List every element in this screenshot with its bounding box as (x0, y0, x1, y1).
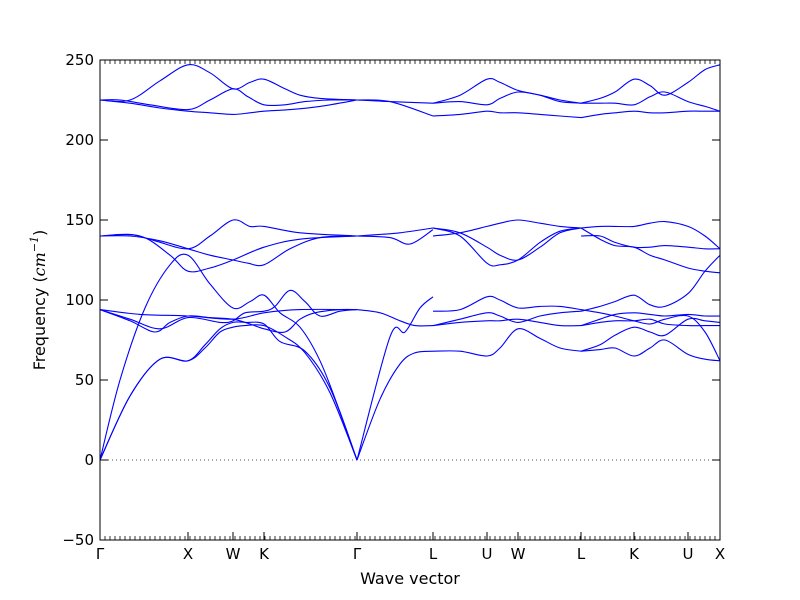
y-axis-label-close: ) (30, 230, 49, 236)
y-ticks: −50 0 50 100 150 200 250 (62, 51, 720, 549)
y-axis-label-unit: cm (30, 252, 49, 276)
band-line-23 (432, 227, 582, 261)
band-line-31 (580, 312, 721, 327)
band-line-19 (432, 328, 582, 357)
band-line-4 (99, 289, 358, 330)
x-tick-label: W (226, 545, 241, 563)
band-line-12 (356, 350, 434, 461)
band-line-37 (580, 220, 721, 250)
band-line-32 (580, 254, 721, 312)
x-tick-label: K (629, 545, 640, 563)
band-line-36 (580, 234, 721, 250)
band-line-25 (432, 219, 582, 237)
band-line-0 (99, 324, 358, 461)
band-line-35 (580, 227, 721, 274)
series-layer (99, 64, 721, 461)
plot-frame (99, 59, 721, 541)
x-tick-label: W (511, 545, 526, 563)
band-line-7 (99, 219, 358, 250)
band-line-18 (356, 99, 434, 117)
y-axis-label: Frequency (cm−1) (28, 230, 49, 371)
band-line-29 (580, 339, 721, 362)
y-tick-label: −50 (62, 531, 94, 549)
y-tick-label: 200 (65, 131, 94, 149)
band-line-34 (580, 309, 721, 362)
y-tick-label: 50 (75, 371, 94, 389)
band-line-30 (580, 317, 721, 352)
band-line-38 (580, 64, 721, 104)
band-line-26 (432, 77, 582, 104)
y-axis-label-unit-sup: −1 (28, 236, 41, 252)
band-line-3 (99, 308, 358, 333)
band-line-10 (99, 88, 358, 111)
band-line-13 (356, 296, 434, 461)
x-tick-label: L (577, 545, 586, 563)
band-line-20 (432, 295, 582, 312)
x-tick-label: L (429, 545, 438, 563)
band-line-9 (99, 64, 358, 102)
band-line-28 (432, 110, 582, 119)
y-axis-label-main: Frequency ( (30, 276, 49, 370)
band-line-11 (99, 99, 358, 115)
x-tick-label: U (683, 545, 694, 563)
band-line-15 (356, 229, 434, 245)
band-line-22 (432, 310, 582, 327)
band-line-14 (356, 309, 434, 327)
band-line-27 (432, 91, 582, 106)
band-line-8 (99, 234, 358, 273)
x-tick-label: Γ (96, 545, 105, 563)
x-axis-label: Wave vector (360, 569, 460, 588)
band-line-40 (580, 110, 720, 119)
y-tick-label: 100 (65, 291, 94, 309)
y-tick-label: 150 (65, 211, 94, 229)
x-tick-label: K (259, 545, 270, 563)
band-line-16 (356, 227, 434, 237)
band-line-39 (580, 91, 721, 112)
band-line-1 (99, 321, 358, 461)
x-tick-label: X (715, 545, 725, 563)
x-tick-label: X (183, 545, 193, 563)
y-tick-label: 0 (84, 451, 94, 469)
x-tick-label: U (482, 545, 493, 563)
band-line-5 (99, 308, 358, 320)
y-tick-label: 250 (65, 51, 94, 69)
band-line-2 (99, 253, 358, 461)
band-line-24 (432, 227, 582, 267)
x-tick-label: Γ (353, 545, 362, 563)
